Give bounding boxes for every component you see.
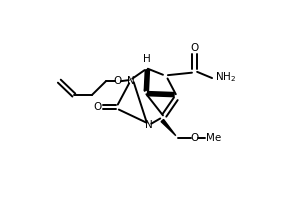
Text: H: H [143, 54, 151, 64]
Text: O: O [94, 102, 102, 112]
Text: O: O [190, 43, 199, 53]
Text: NH$_2$: NH$_2$ [215, 71, 236, 84]
Text: N: N [127, 76, 135, 86]
Text: O: O [114, 76, 122, 86]
Polygon shape [161, 119, 176, 136]
Text: N: N [145, 120, 153, 130]
Text: Me: Me [206, 133, 221, 143]
Text: O: O [190, 133, 199, 143]
